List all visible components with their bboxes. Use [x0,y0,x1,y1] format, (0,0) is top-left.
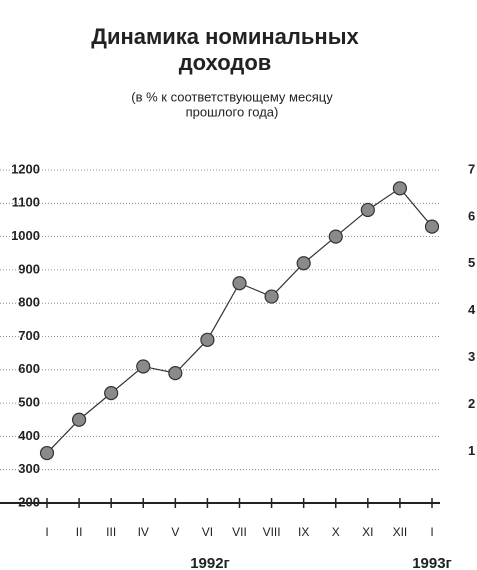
y-tick-label: 200 [18,494,40,509]
x-tick-label: VIII [263,525,281,539]
y2-tick-label: 3 [468,349,475,364]
data-point [168,366,183,381]
y2-tick-label: 7 [468,161,475,176]
y-tick-label: 500 [18,395,40,410]
y-tick-label: 900 [18,261,40,276]
x-tick-label: IX [298,525,309,539]
chart-subtitle: (в % к соответствующему месяцу [131,89,333,104]
x-tick-label: VII [232,525,247,539]
y2-tick-label: 5 [468,255,475,270]
y-tick-label: 1100 [12,195,40,210]
chart-title: Динамика номинальных [91,24,359,49]
chart-title: доходов [179,50,272,75]
x-tick-label: V [171,525,179,539]
y2-tick-label: 4 [468,302,476,317]
x-tick-label: XI [362,525,373,539]
data-point [104,386,119,401]
data-point [71,412,87,427]
data-point [232,276,247,291]
y2-tick-label: 1 [468,443,475,458]
y-tick-label: 300 [18,461,40,476]
x-tick-label: X [332,525,340,539]
y2-tick-label: 6 [468,208,475,223]
series-line [46,187,433,454]
x-tick-label: III [106,525,116,539]
data-point [424,219,440,234]
chart-subtitle: прошлого года) [186,104,279,119]
data-point [328,229,343,244]
y-tick-label: 800 [18,295,40,310]
x-tick-label: I [45,525,48,539]
y-tick-label: 400 [18,428,40,443]
x-tick-label: II [76,525,83,539]
data-point [360,202,375,218]
data-point [392,181,408,196]
x-tick-label: VI [202,525,213,539]
y2-tick-label: 2 [468,396,475,411]
x-tick-label: IV [138,525,149,539]
y-tick-label: 600 [18,361,40,376]
data-point [200,332,215,347]
data-point [296,256,311,271]
x-tick-label: I [430,525,433,539]
data-point [264,289,279,304]
year-label: 1993г [412,555,452,570]
x-tick-label: XII [393,525,408,539]
y-tick-label: 1200 [11,161,40,176]
y-tick-label: 1000 [11,228,40,243]
data-point [39,445,55,461]
data-point [136,359,151,374]
year-label: 1992г [190,555,230,570]
y-tick-label: 700 [18,328,40,343]
